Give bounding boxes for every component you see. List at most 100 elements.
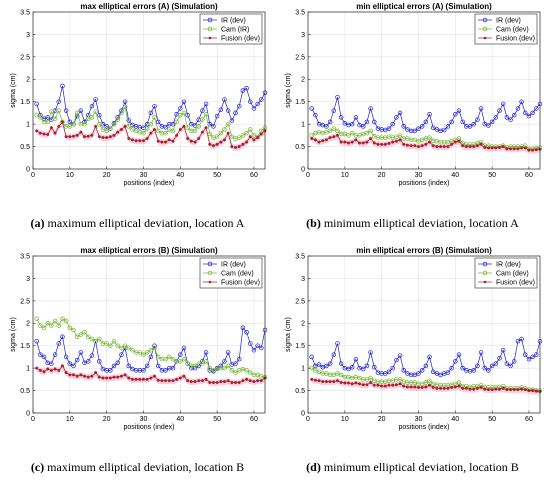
data-point-fusion — [409, 144, 413, 148]
x-tick-label: 0 — [306, 416, 310, 423]
data-point-ir — [248, 99, 253, 104]
data-point-ir — [471, 368, 476, 373]
data-point-ir — [251, 106, 257, 111]
data-point-cam — [192, 363, 198, 369]
y-tick-label: 1 — [301, 122, 305, 129]
data-point-cam — [200, 117, 205, 122]
caption-tag-a: (a) — [30, 216, 45, 230]
legend-label: Cam (dev) — [221, 271, 254, 278]
data-point-fusion — [310, 377, 314, 381]
data-point-ir — [467, 124, 473, 129]
data-point-fusion — [182, 124, 186, 128]
data-point-fusion — [394, 383, 398, 387]
data-point-cam — [331, 126, 337, 131]
legend-label: Cam (IR) — [221, 27, 249, 34]
data-point-fusion — [350, 382, 354, 386]
data-point-ir — [163, 368, 168, 373]
data-point-fusion — [343, 140, 347, 144]
data-point-cam — [229, 368, 235, 373]
axes-box — [32, 255, 266, 414]
data-point-fusion — [483, 145, 487, 149]
data-point-ir — [475, 117, 480, 122]
data-point-fusion — [49, 368, 53, 372]
data-point-cam — [45, 321, 50, 326]
data-point-fusion — [245, 140, 249, 144]
x-tick-label: 40 — [451, 416, 459, 423]
data-point-fusion — [431, 385, 435, 389]
data-point-cam — [327, 128, 333, 134]
x-tick-label: 30 — [415, 172, 423, 179]
data-point-ir — [353, 115, 359, 120]
data-point-fusion — [479, 142, 483, 146]
data-point-fusion — [64, 371, 68, 375]
data-point-ir — [493, 361, 499, 366]
data-point-cam — [67, 124, 73, 129]
data-point-ir — [233, 110, 238, 116]
data-point-cam — [122, 343, 128, 348]
data-point-fusion — [127, 136, 131, 140]
series-line-0 — [311, 338, 541, 376]
data-point-fusion — [83, 135, 87, 139]
data-point-fusion — [523, 146, 527, 150]
data-point-ir — [63, 108, 69, 113]
data-point-ir — [372, 119, 377, 125]
data-point-cam — [111, 121, 117, 127]
x-tick-label: 40 — [451, 172, 459, 179]
data-point-ir — [456, 108, 462, 113]
data-point-ir — [489, 363, 495, 369]
data-point-cam — [244, 130, 249, 136]
data-point-ir — [523, 352, 528, 357]
data-point-ir — [335, 341, 340, 346]
data-point-cam — [52, 116, 58, 122]
data-point-fusion — [420, 144, 424, 148]
data-point-ir — [390, 365, 395, 371]
data-point-fusion — [97, 135, 101, 139]
legend-swatch-marker — [483, 280, 487, 284]
data-point-fusion — [134, 377, 138, 381]
data-point-fusion — [57, 368, 61, 372]
data-point-ir — [41, 354, 47, 360]
y-tick-label: 1.5 — [295, 343, 305, 350]
data-point-ir — [97, 112, 102, 118]
data-point-ir — [178, 352, 183, 357]
y-tick-label: 2.5 — [295, 298, 305, 305]
data-point-fusion — [189, 139, 193, 143]
data-point-cam — [163, 130, 168, 136]
data-point-ir — [327, 119, 333, 125]
data-point-fusion — [197, 379, 201, 383]
y-tick-label: 0.5 — [20, 388, 30, 395]
x-axis-label: positions (index) — [399, 424, 450, 431]
data-point-fusion — [372, 383, 376, 387]
data-point-ir — [309, 106, 314, 111]
data-point-fusion — [215, 380, 219, 384]
legend-swatch-marker — [482, 261, 488, 267]
data-point-ir — [530, 354, 535, 360]
data-point-ir — [360, 366, 366, 372]
data-point-cam — [137, 350, 143, 355]
data-point-fusion — [501, 145, 505, 149]
data-point-cam — [196, 124, 201, 129]
data-point-fusion — [234, 145, 238, 149]
data-point-cam — [218, 130, 224, 136]
data-point-fusion — [211, 380, 215, 384]
data-point-fusion — [428, 140, 432, 144]
y-tick-label: 1 — [301, 366, 305, 373]
data-point-cam — [368, 375, 373, 381]
data-point-ir — [534, 106, 539, 111]
data-point-ir — [331, 108, 337, 113]
data-point-cam — [89, 115, 95, 120]
y-tick-label: 3.5 — [20, 253, 30, 260]
data-point-ir — [497, 108, 502, 113]
data-point-fusion — [167, 138, 171, 142]
data-point-fusion — [372, 141, 376, 145]
data-point-fusion — [486, 388, 490, 392]
data-point-cam — [338, 372, 344, 378]
data-point-cam — [78, 332, 84, 337]
data-point-ir — [482, 365, 488, 371]
data-point-cam — [368, 128, 373, 134]
data-point-ir — [126, 118, 131, 123]
data-point-fusion — [479, 385, 483, 389]
data-point-ir — [324, 124, 329, 129]
data-point-fusion — [186, 379, 190, 383]
data-point-cam — [144, 350, 150, 355]
